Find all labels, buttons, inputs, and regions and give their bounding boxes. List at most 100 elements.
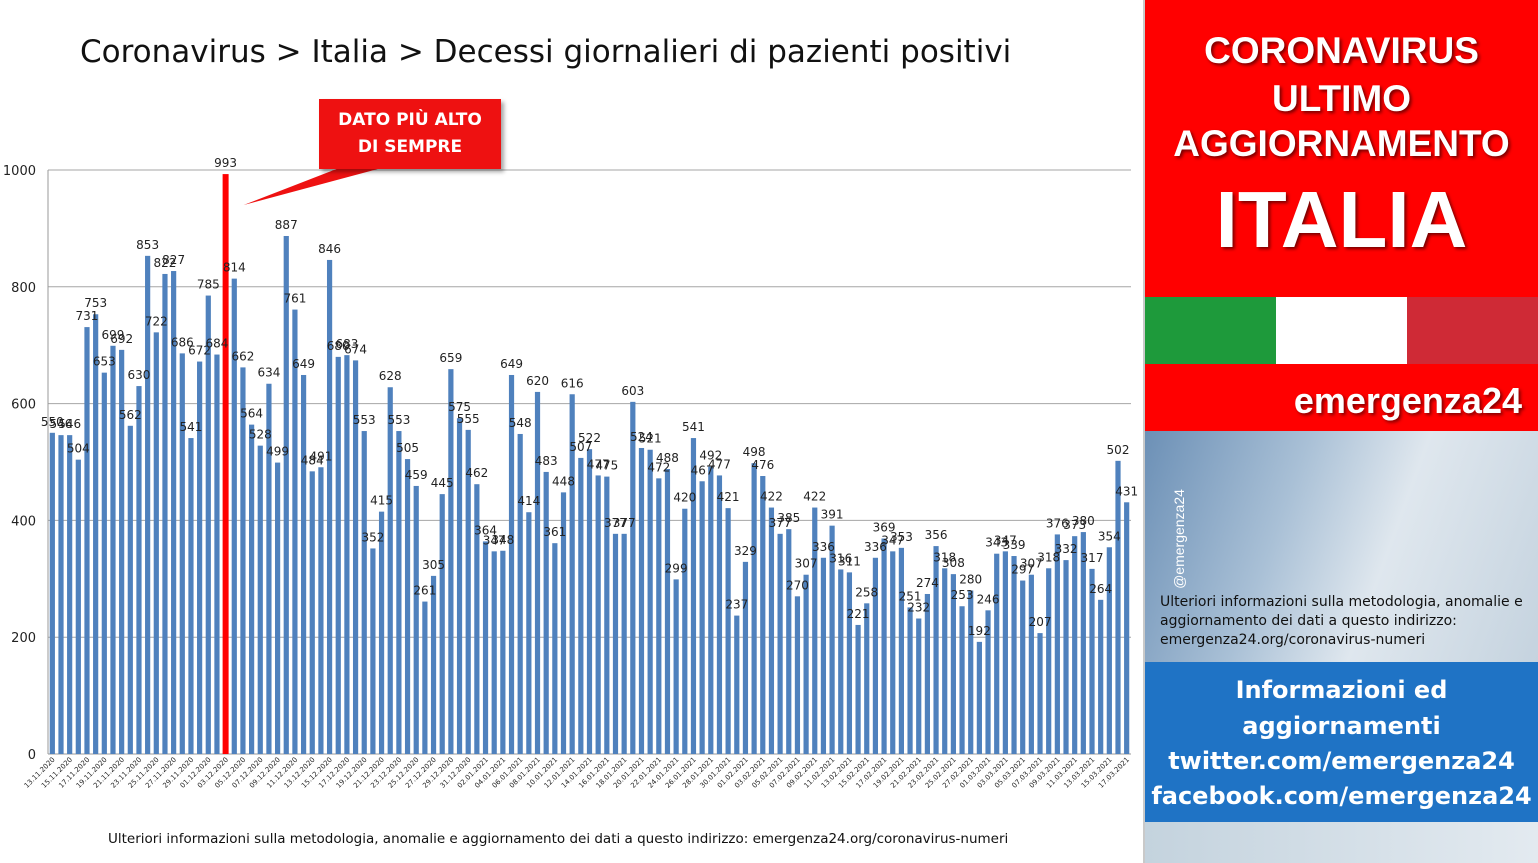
- bar: [283, 235, 289, 754]
- data-label: 318: [933, 550, 956, 564]
- data-label: 548: [509, 416, 532, 430]
- bar: [274, 462, 281, 754]
- data-label: 628: [379, 369, 402, 383]
- bar: [621, 533, 627, 754]
- bar: [578, 457, 584, 754]
- bars: [49, 174, 1130, 754]
- bar: [595, 475, 601, 754]
- data-label: 555: [457, 412, 480, 426]
- data-label: 270: [786, 578, 809, 592]
- brand-name: emergenza24: [1293, 380, 1522, 421]
- data-label: 274: [916, 576, 939, 590]
- bar: [1115, 460, 1121, 754]
- data-label: 484: [301, 453, 324, 467]
- brand-bar: emergenza24: [1145, 364, 1538, 431]
- data-label: 477: [587, 457, 610, 471]
- data-label: 307: [1020, 557, 1043, 571]
- bar: [361, 431, 367, 754]
- data-label: 364: [474, 523, 497, 537]
- bar: [985, 610, 991, 754]
- bar: [67, 435, 73, 754]
- bar: [1098, 599, 1104, 754]
- bar: [75, 459, 81, 754]
- bar: [760, 476, 766, 754]
- side-panel: CORONAVIRUS ULTIMO AGGIORNAMENTO ITALIA …: [1145, 0, 1538, 863]
- chart-title: Coronavirus > Italia > Decessi giornalie…: [80, 34, 1012, 70]
- bar: [1106, 547, 1112, 754]
- data-label: 603: [621, 384, 644, 398]
- data-label: 822: [154, 256, 177, 270]
- facebook-link[interactable]: facebook.com/emergenza24: [1151, 782, 1532, 810]
- bar: [1089, 568, 1095, 754]
- bar: [257, 445, 263, 754]
- bar: [881, 538, 887, 754]
- data-label: 316: [829, 551, 852, 565]
- record-callout: DATO PIÙ ALTO DI SEMPRE: [319, 99, 501, 169]
- bar: [309, 471, 315, 754]
- bar: [526, 512, 532, 754]
- bar: [552, 543, 558, 754]
- data-label: 853: [136, 238, 159, 252]
- bar: [586, 449, 593, 754]
- headline-line-2: ULTIMO: [1271, 78, 1412, 119]
- panel-bottom-photo: [1145, 822, 1538, 863]
- bar: [197, 361, 203, 754]
- data-label: 524: [630, 430, 653, 444]
- callout-line-2: DI SEMPRE: [357, 137, 463, 157]
- bar: [786, 529, 792, 754]
- bar: [448, 369, 454, 754]
- bar: [119, 349, 125, 754]
- data-label: 356: [925, 528, 948, 542]
- bar: [751, 463, 757, 754]
- twitter-link[interactable]: twitter.com/emergenza24: [1168, 747, 1515, 775]
- data-label: 343: [985, 536, 1008, 550]
- bar: [1002, 551, 1008, 754]
- bar: [404, 459, 411, 754]
- data-label: 258: [855, 585, 878, 599]
- data-label: 377: [604, 516, 627, 530]
- panel-divider: [1143, 0, 1145, 863]
- bar: [508, 374, 515, 754]
- bar: [249, 424, 255, 754]
- data-label: 317: [1081, 551, 1104, 565]
- data-label: 353: [890, 530, 913, 544]
- bar: [855, 624, 861, 754]
- bar: [335, 356, 341, 754]
- bar: [266, 383, 272, 754]
- data-label: 680: [327, 339, 350, 353]
- contact-line-1: Informazioni ed: [1235, 676, 1448, 704]
- bar: [543, 471, 549, 754]
- data-label: 369: [873, 521, 896, 535]
- bar: [413, 485, 419, 754]
- bar: [838, 569, 844, 754]
- data-label: 659: [439, 351, 462, 365]
- country-name: ITALIA: [1215, 175, 1468, 264]
- bar: [829, 525, 835, 754]
- data-label: 684: [205, 337, 228, 351]
- bar: [777, 533, 783, 754]
- data-label: 352: [361, 530, 384, 544]
- data-label: 507: [569, 440, 592, 454]
- data-label: 634: [257, 366, 280, 380]
- data-label: 391: [821, 508, 844, 522]
- bar: [422, 601, 428, 754]
- data-label: 448: [552, 474, 575, 488]
- data-label: 354: [1098, 529, 1121, 543]
- data-label: 686: [171, 335, 194, 349]
- data-label: 237: [725, 598, 748, 612]
- bar: [465, 429, 471, 754]
- data-label: 522: [578, 431, 601, 445]
- callout-pointer: [243, 163, 400, 205]
- data-label: 541: [180, 420, 203, 434]
- data-label: 562: [119, 408, 142, 422]
- data-label: 502: [1107, 443, 1130, 457]
- bar: [682, 508, 688, 754]
- data-label: 422: [760, 490, 783, 504]
- bar: [344, 355, 350, 754]
- data-label: 246: [977, 592, 1000, 606]
- data-label: 261: [413, 584, 436, 598]
- data-label: 421: [717, 490, 740, 504]
- bar: [456, 418, 463, 754]
